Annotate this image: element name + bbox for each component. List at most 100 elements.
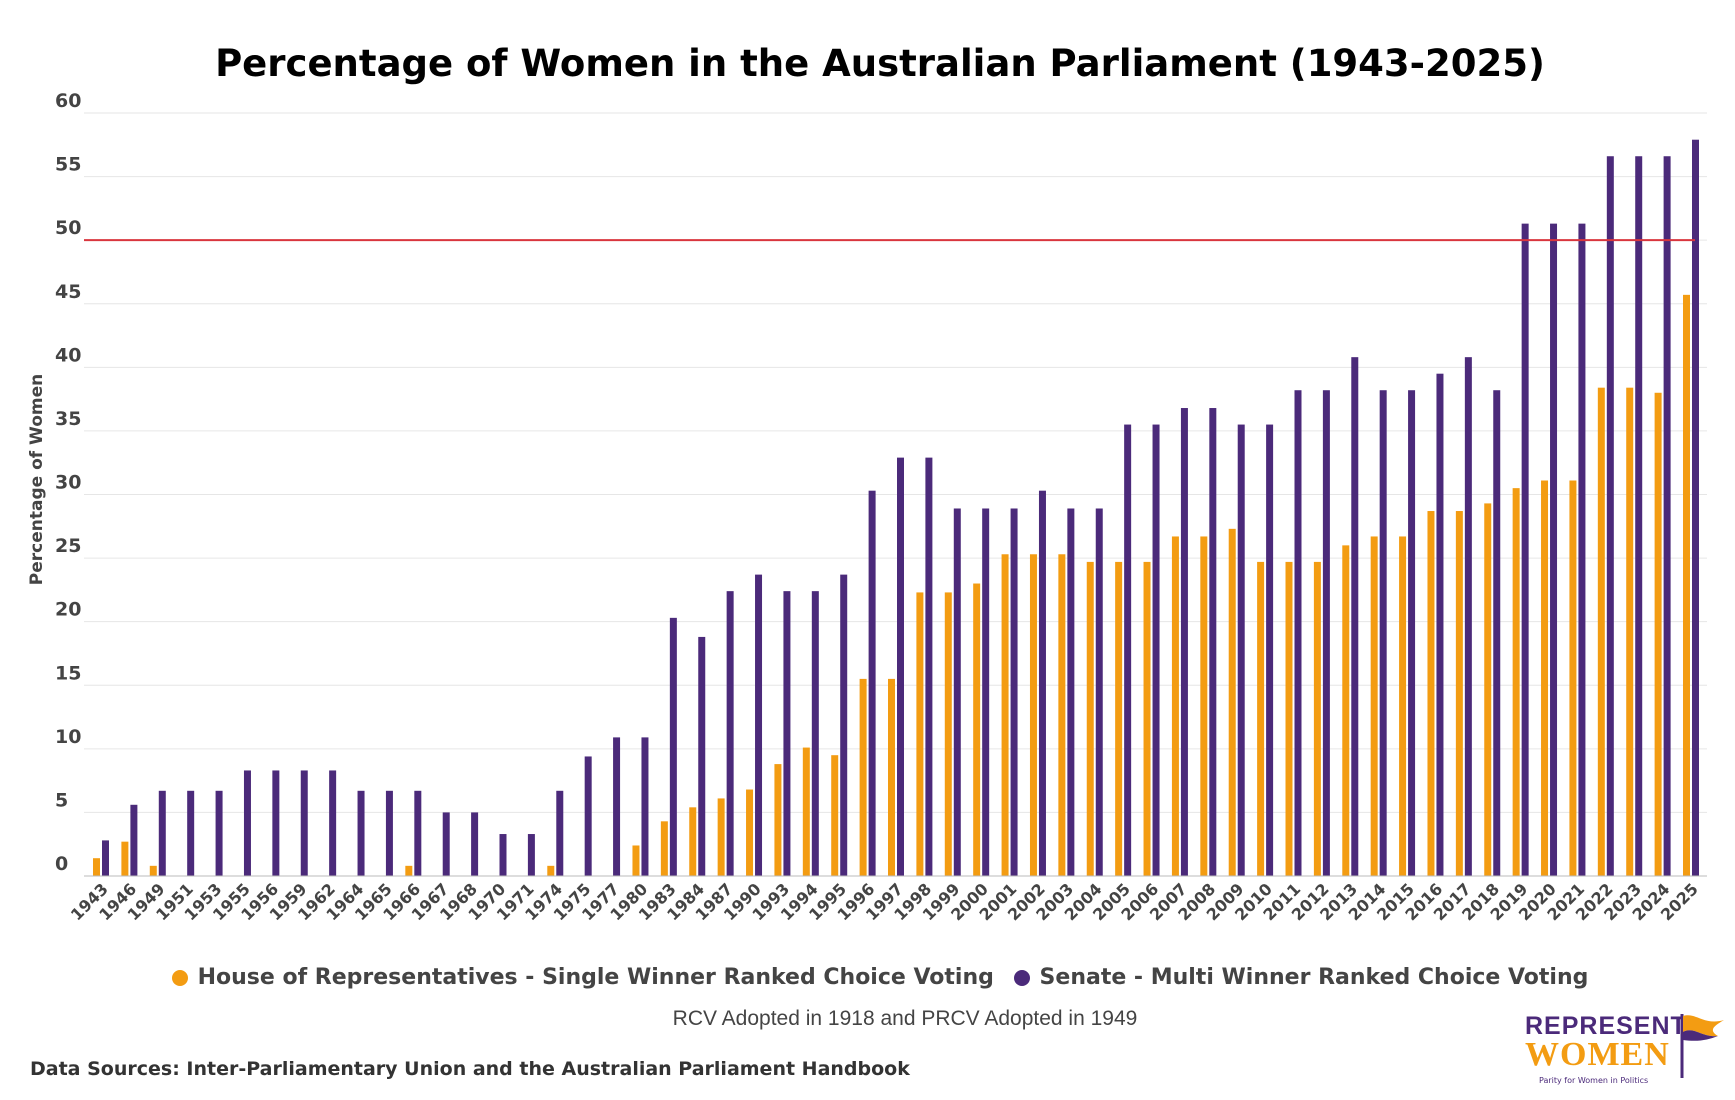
bar-senate-1949: [158, 790, 166, 876]
bar-house-2024: [1654, 392, 1662, 876]
bar-senate-1959: [300, 770, 308, 876]
bar-house-2005: [1115, 561, 1123, 876]
bar-senate-2001: [1010, 508, 1018, 876]
bar-house-2021: [1569, 480, 1577, 876]
bar-senate-1995: [840, 574, 848, 876]
y-tick-label: 5: [55, 789, 68, 811]
bar-senate-1964: [357, 790, 365, 876]
y-tick-label: 35: [55, 408, 81, 430]
bar-senate-2004: [1095, 508, 1103, 876]
bar-senate-1999: [953, 508, 961, 876]
bar-senate-1971: [527, 834, 535, 876]
y-tick-label: 25: [55, 535, 81, 557]
bar-house-2008: [1200, 536, 1208, 876]
bars: [93, 139, 1699, 876]
legend: House of Representatives - Single Winner…: [0, 965, 1735, 992]
bar-senate-2015: [1408, 390, 1416, 876]
bar-senate-1955: [243, 770, 251, 876]
bar-senate-2010: [1266, 424, 1274, 876]
bar-house-1999: [944, 592, 952, 876]
y-tick-label: 60: [55, 90, 81, 112]
bar-senate-1998: [925, 457, 933, 876]
bar-senate-2007: [1180, 408, 1188, 876]
y-tick-label: 20: [55, 599, 81, 621]
bar-house-1994: [802, 747, 810, 876]
bar-senate-1990: [755, 574, 763, 876]
bar-house-1990: [746, 789, 754, 876]
bar-senate-2022: [1606, 156, 1614, 876]
y-tick-label: 55: [55, 154, 81, 176]
bar-senate-2013: [1351, 357, 1359, 876]
bar-senate-1946: [130, 804, 138, 876]
bar-house-2025: [1683, 294, 1690, 876]
chart-plot: 0 5 10 15 20 25 30 35 40 45 50 55 60 194319461949195…: [27, 90, 1707, 924]
bar-senate-1987: [726, 591, 734, 876]
bar-house-2000: [973, 583, 981, 876]
y-tick-label: 50: [55, 217, 81, 239]
bar-senate-2006: [1152, 424, 1160, 876]
bar-house-1997: [888, 678, 895, 876]
bar-senate-1962: [329, 770, 337, 876]
bar-house-2007: [1171, 536, 1179, 876]
bar-senate-2024: [1663, 156, 1671, 876]
bar-house-2009: [1228, 528, 1236, 876]
bar-house-2010: [1257, 561, 1265, 876]
y-tick-label: 10: [55, 726, 81, 748]
bar-senate-1977: [613, 737, 621, 876]
bar-senate-1943: [102, 840, 109, 876]
bar-senate-1983: [669, 617, 677, 876]
bar-senate-1967: [442, 812, 450, 876]
bar-senate-2021: [1578, 223, 1586, 876]
y-axis-ticks: 0 5 10 15 20 25 30 35 40 45 50 55 60: [55, 90, 81, 875]
legend-label-senate: Senate - Multi Winner Ranked Choice Voti…: [1039, 965, 1589, 990]
adoption-note: RCV Adopted in 1918 and PRCV Adopted in …: [672, 1007, 1138, 1030]
bar-house-2006: [1143, 561, 1151, 876]
bar-senate-2018: [1493, 390, 1501, 876]
bar-senate-1996: [868, 490, 876, 876]
bar-house-1946: [121, 841, 129, 876]
bar-house-2020: [1541, 480, 1549, 876]
bar-house-2003: [1058, 554, 1066, 876]
bar-senate-1965: [385, 790, 393, 876]
bar-house-2023: [1626, 387, 1634, 876]
bar-senate-1993: [783, 591, 791, 876]
bar-senate-1966: [414, 790, 422, 876]
bar-house-2004: [1086, 561, 1094, 876]
bar-senate-1980: [641, 737, 649, 876]
gridlines: [84, 112, 1707, 877]
bar-house-1983: [660, 821, 668, 876]
bar-senate-1975: [584, 756, 592, 876]
bar-senate-1956: [272, 770, 280, 876]
bar-house-2022: [1597, 387, 1605, 876]
bar-house-2017: [1455, 511, 1463, 876]
bar-senate-2012: [1322, 390, 1330, 876]
bar-senate-1994: [811, 591, 819, 876]
bar-senate-2025: [1692, 139, 1699, 876]
logo-line-represent: REPRESENT: [1525, 1012, 1687, 1040]
flag-icon: [1680, 1014, 1724, 1078]
y-tick-label: 45: [55, 281, 81, 303]
bar-senate-2000: [982, 508, 990, 876]
y-tick-label: 0: [55, 853, 68, 875]
bar-senate-2003: [1067, 508, 1075, 876]
bar-senate-2020: [1550, 223, 1558, 876]
bar-senate-1953: [215, 790, 223, 876]
bar-senate-1951: [187, 790, 195, 876]
bar-senate-2019: [1521, 223, 1529, 876]
y-tick-label: 40: [55, 344, 81, 366]
bar-house-2011: [1285, 561, 1293, 876]
chart-title: Percentage of Women in the Australian Pa…: [215, 42, 1545, 85]
bar-senate-1984: [698, 636, 706, 876]
y-tick-label: 30: [55, 472, 81, 494]
legend-dot-senate-icon: [1013, 969, 1030, 986]
bar-house-2015: [1399, 536, 1407, 876]
bar-senate-1974: [556, 790, 564, 876]
bar-house-2016: [1427, 511, 1435, 876]
logo-tagline: Parity for Women in Politics: [1539, 1076, 1649, 1085]
bar-senate-1997: [897, 457, 904, 876]
bar-house-2014: [1370, 536, 1378, 876]
bar-senate-1968: [471, 812, 479, 876]
bar-house-2019: [1512, 488, 1520, 876]
bar-house-2012: [1313, 561, 1321, 876]
bar-senate-2016: [1436, 373, 1444, 876]
